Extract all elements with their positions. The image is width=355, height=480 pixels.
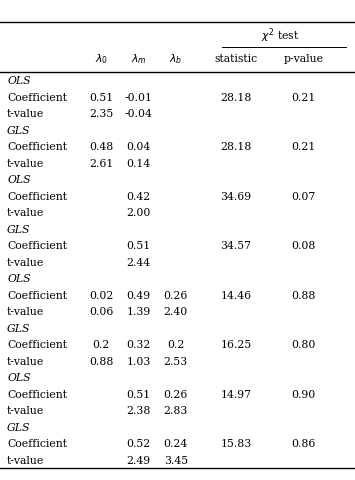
Text: 0.52: 0.52 xyxy=(126,439,151,449)
Text: 0.02: 0.02 xyxy=(89,290,113,300)
Text: 2.00: 2.00 xyxy=(126,208,151,218)
Text: t-value: t-value xyxy=(7,208,44,218)
Text: Coefficient: Coefficient xyxy=(7,390,67,399)
Text: 0.49: 0.49 xyxy=(126,290,151,300)
Text: 2.53: 2.53 xyxy=(164,357,188,367)
Text: GLS: GLS xyxy=(7,225,31,235)
Text: Coefficient: Coefficient xyxy=(7,192,67,202)
Text: $\lambda_b$: $\lambda_b$ xyxy=(169,52,182,66)
Text: 15.83: 15.83 xyxy=(220,439,252,449)
Text: 0.48: 0.48 xyxy=(89,142,113,152)
Text: 0.51: 0.51 xyxy=(126,241,151,251)
Text: t-value: t-value xyxy=(7,357,44,367)
Text: 0.06: 0.06 xyxy=(89,307,113,317)
Text: 0.14: 0.14 xyxy=(126,158,151,168)
Text: OLS: OLS xyxy=(7,274,31,284)
Text: Coefficient: Coefficient xyxy=(7,439,67,449)
Text: 0.2: 0.2 xyxy=(93,340,110,350)
Text: 0.90: 0.90 xyxy=(291,390,316,399)
Text: Coefficient: Coefficient xyxy=(7,241,67,251)
Text: 14.97: 14.97 xyxy=(220,390,252,399)
Text: Coefficient: Coefficient xyxy=(7,142,67,152)
Text: OLS: OLS xyxy=(7,76,31,86)
Text: 2.44: 2.44 xyxy=(126,258,151,267)
Text: t-value: t-value xyxy=(7,307,44,317)
Text: $\lambda_m$: $\lambda_m$ xyxy=(131,52,146,66)
Text: 0.26: 0.26 xyxy=(164,290,188,300)
Text: t-value: t-value xyxy=(7,456,44,466)
Text: 14.46: 14.46 xyxy=(220,290,252,300)
Text: 0.32: 0.32 xyxy=(126,340,151,350)
Text: p-value: p-value xyxy=(284,54,323,64)
Text: t-value: t-value xyxy=(7,406,44,416)
Text: 1.39: 1.39 xyxy=(126,307,151,317)
Text: 34.69: 34.69 xyxy=(220,192,252,202)
Text: 2.35: 2.35 xyxy=(89,109,113,119)
Text: t-value: t-value xyxy=(7,109,44,119)
Text: 34.57: 34.57 xyxy=(220,241,252,251)
Text: 2.49: 2.49 xyxy=(126,456,151,466)
Text: 0.07: 0.07 xyxy=(291,192,316,202)
Text: Coefficient: Coefficient xyxy=(7,290,67,300)
Text: Coefficient: Coefficient xyxy=(7,93,67,103)
Text: $\chi^2$ test: $\chi^2$ test xyxy=(261,27,300,45)
Text: 0.08: 0.08 xyxy=(291,241,316,251)
Text: Coefficient: Coefficient xyxy=(7,340,67,350)
Text: 3.45: 3.45 xyxy=(164,456,188,466)
Text: statistic: statistic xyxy=(214,54,258,64)
Text: 0.2: 0.2 xyxy=(167,340,184,350)
Text: -0.01: -0.01 xyxy=(125,93,152,103)
Text: 0.88: 0.88 xyxy=(291,290,316,300)
Text: GLS: GLS xyxy=(7,324,31,334)
Text: GLS: GLS xyxy=(7,422,31,432)
Text: -0.04: -0.04 xyxy=(125,109,152,119)
Text: 0.26: 0.26 xyxy=(164,390,188,399)
Text: t-value: t-value xyxy=(7,158,44,168)
Text: 2.61: 2.61 xyxy=(89,158,113,168)
Text: 0.21: 0.21 xyxy=(291,142,316,152)
Text: $\lambda_0$: $\lambda_0$ xyxy=(94,52,108,66)
Text: 0.24: 0.24 xyxy=(164,439,188,449)
Text: 0.04: 0.04 xyxy=(126,142,151,152)
Text: 28.18: 28.18 xyxy=(220,142,252,152)
Text: 0.51: 0.51 xyxy=(126,390,151,399)
Text: 0.51: 0.51 xyxy=(89,93,113,103)
Text: 2.40: 2.40 xyxy=(164,307,188,317)
Text: 0.80: 0.80 xyxy=(291,340,316,350)
Text: 0.42: 0.42 xyxy=(126,192,151,202)
Text: OLS: OLS xyxy=(7,175,31,185)
Text: GLS: GLS xyxy=(7,126,31,135)
Text: 0.21: 0.21 xyxy=(291,93,316,103)
Text: 0.88: 0.88 xyxy=(89,357,113,367)
Text: 28.18: 28.18 xyxy=(220,93,252,103)
Text: 1.03: 1.03 xyxy=(126,357,151,367)
Text: t-value: t-value xyxy=(7,258,44,267)
Text: OLS: OLS xyxy=(7,373,31,383)
Text: 16.25: 16.25 xyxy=(220,340,252,350)
Text: 0.86: 0.86 xyxy=(291,439,316,449)
Text: 2.83: 2.83 xyxy=(164,406,188,416)
Text: 2.38: 2.38 xyxy=(126,406,151,416)
